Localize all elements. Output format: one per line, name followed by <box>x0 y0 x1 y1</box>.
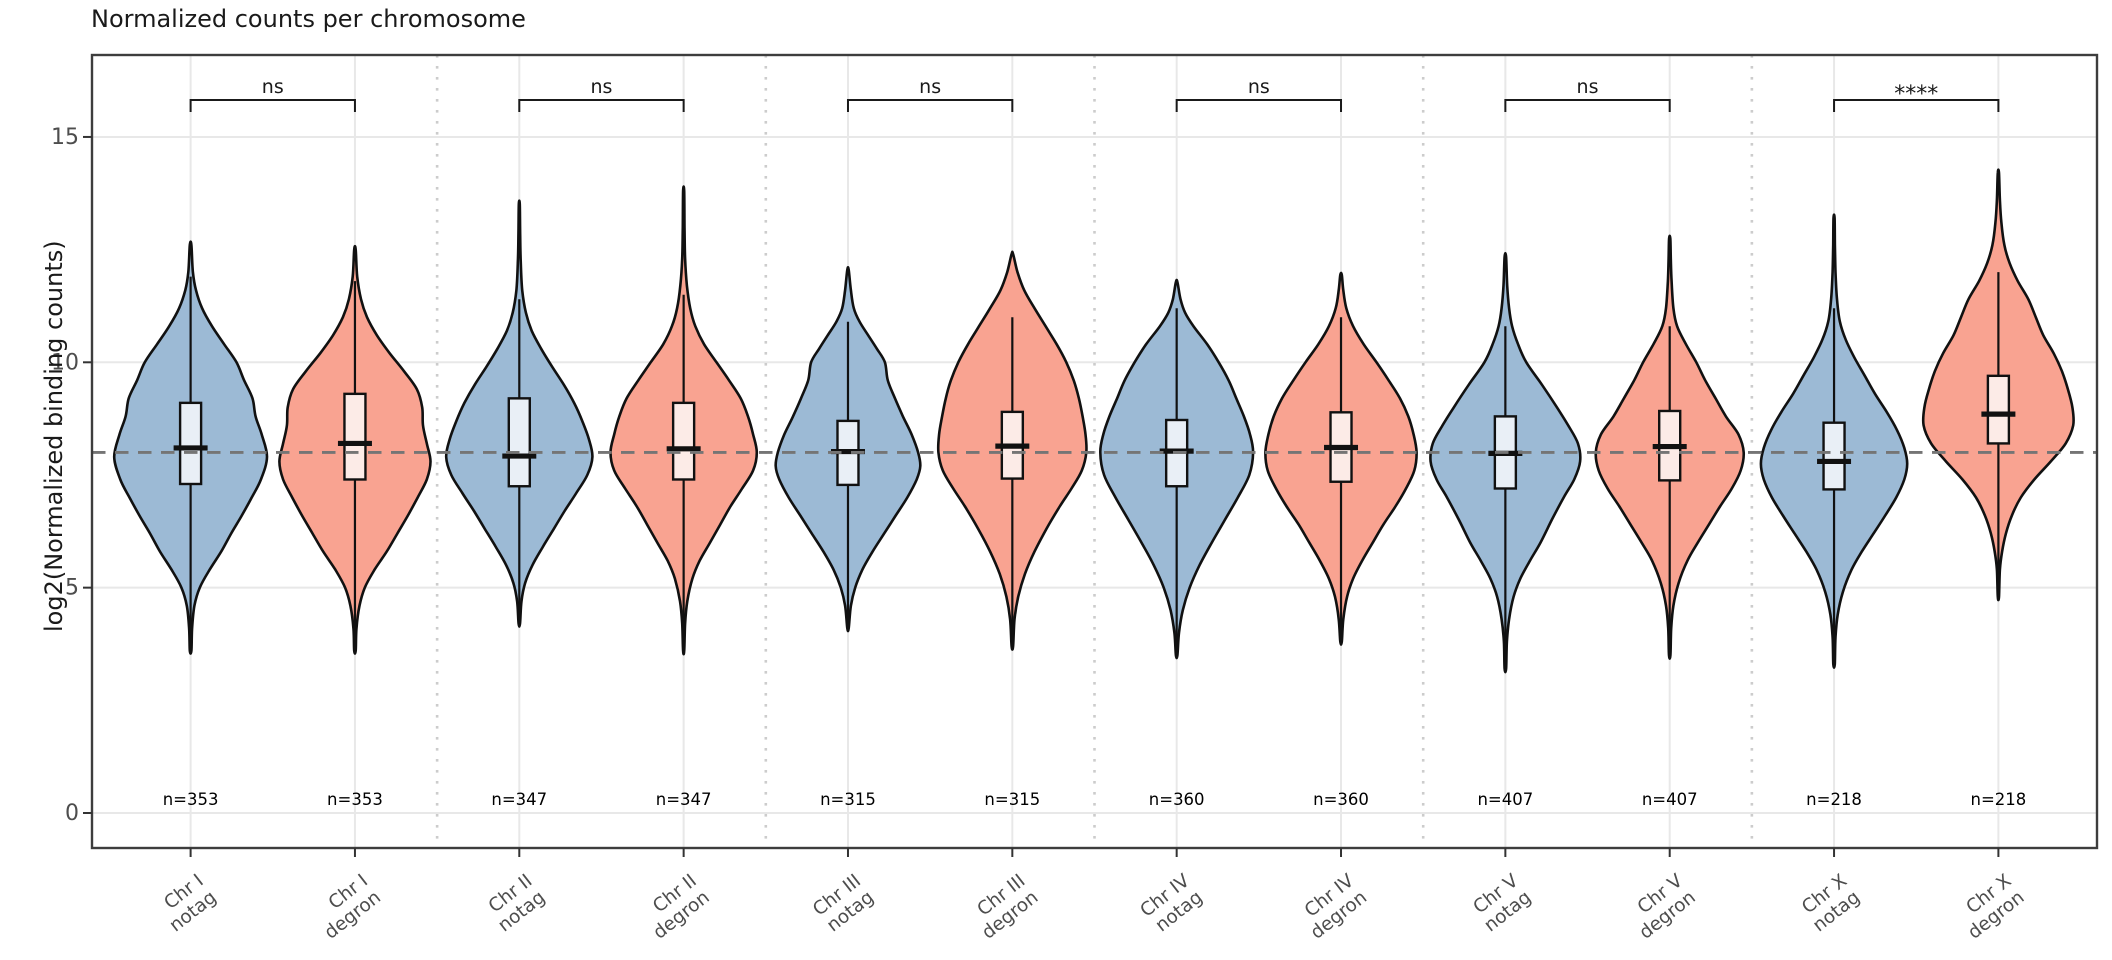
box-plot <box>671 401 696 481</box>
significance-bracket <box>1175 99 1343 112</box>
n-count-label: n=360 <box>1149 790 1205 809</box>
y-tick-label: 5 <box>65 576 79 601</box>
x-tick-label: Chr IInotag <box>481 870 549 936</box>
y-tick-label: 10 <box>51 350 79 375</box>
box-plot <box>343 392 367 481</box>
n-count-label: n=353 <box>163 790 219 809</box>
significance-bracket <box>1833 99 2000 112</box>
x-tick-label: Chr Xdegron <box>1951 870 2028 943</box>
x-tick-label: Chr Vdegron <box>1623 870 1700 943</box>
n-count-label: n=218 <box>1971 790 2027 809</box>
x-tick-label: Chr IIIdegron <box>965 870 1042 943</box>
x-tick-label: Chr IVdegron <box>1294 870 1371 943</box>
significance-label: ns <box>1248 76 1270 98</box>
panel-border <box>90 53 2099 850</box>
x-tick-label: Chr IIInotag <box>809 870 878 937</box>
significance-bracket <box>189 99 356 112</box>
page-title: Normalized counts per chromosome <box>91 5 526 33</box>
y-tick-label: 15 <box>51 125 79 150</box>
n-count-label: n=315 <box>984 790 1040 809</box>
n-count-label: n=315 <box>820 790 876 809</box>
significance-label: ns <box>1577 76 1599 98</box>
n-count-label: n=360 <box>1313 790 1369 809</box>
box-plot <box>1986 374 2011 445</box>
significance-label: ns <box>262 76 284 98</box>
significance-bracket <box>518 99 685 112</box>
n-count-label: n=407 <box>1477 790 1533 809</box>
significance-label: **** <box>1894 82 1938 107</box>
significance-bracket <box>1504 99 1671 112</box>
x-tick-label: Chr Xnotag <box>1796 870 1864 936</box>
significance-label: ns <box>919 76 941 98</box>
n-count-label: n=347 <box>656 790 712 809</box>
x-tick-label: Chr Idegron <box>308 870 385 943</box>
significance-bracket <box>846 99 1014 112</box>
box-plot <box>1822 421 1846 491</box>
y-axis-label: log2(Normalized binding counts) <box>40 240 68 632</box>
n-count-label: n=347 <box>491 790 547 809</box>
y-tick-label: 0 <box>65 801 79 826</box>
x-tick-label: Chr IIdegron <box>636 870 713 943</box>
box-plot <box>178 401 203 486</box>
n-count-label: n=218 <box>1806 790 1862 809</box>
x-tick-label: Chr Inotag <box>153 870 221 936</box>
x-tick-label: Chr IVnotag <box>1136 870 1206 938</box>
n-count-label: n=353 <box>327 790 383 809</box>
n-count-label: n=407 <box>1642 790 1698 809</box>
x-tick-label: Chr Vnotag <box>1467 870 1535 936</box>
box-plot <box>507 397 531 488</box>
significance-label: ns <box>590 76 612 98</box>
